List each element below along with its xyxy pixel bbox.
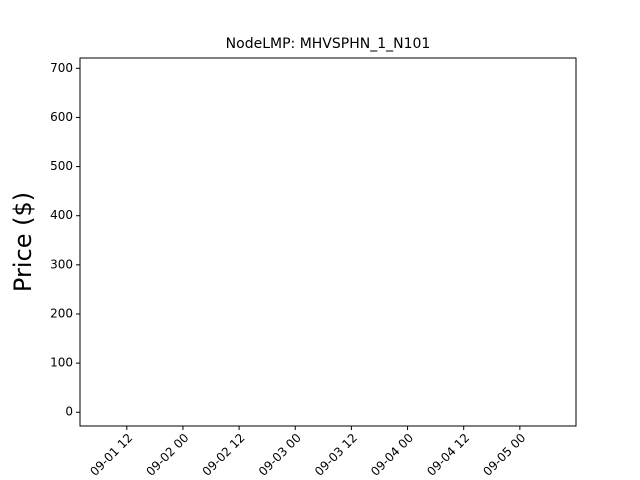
y-axis-label: Price ($): [9, 192, 37, 292]
chart-title: NodeLMP: MHVSPHN_1_N101: [226, 36, 431, 52]
y-tick-label: 0: [65, 405, 73, 419]
y-tick-label: 300: [50, 257, 73, 271]
y-tick-label: 700: [50, 61, 73, 75]
y-tick-label: 600: [50, 110, 73, 124]
y-tick-label: 100: [50, 356, 73, 370]
y-tick-label: 200: [50, 306, 73, 320]
y-tick-label: 500: [50, 159, 73, 173]
y-tick-label: 400: [50, 208, 73, 222]
plot-frame: [79, 57, 577, 427]
